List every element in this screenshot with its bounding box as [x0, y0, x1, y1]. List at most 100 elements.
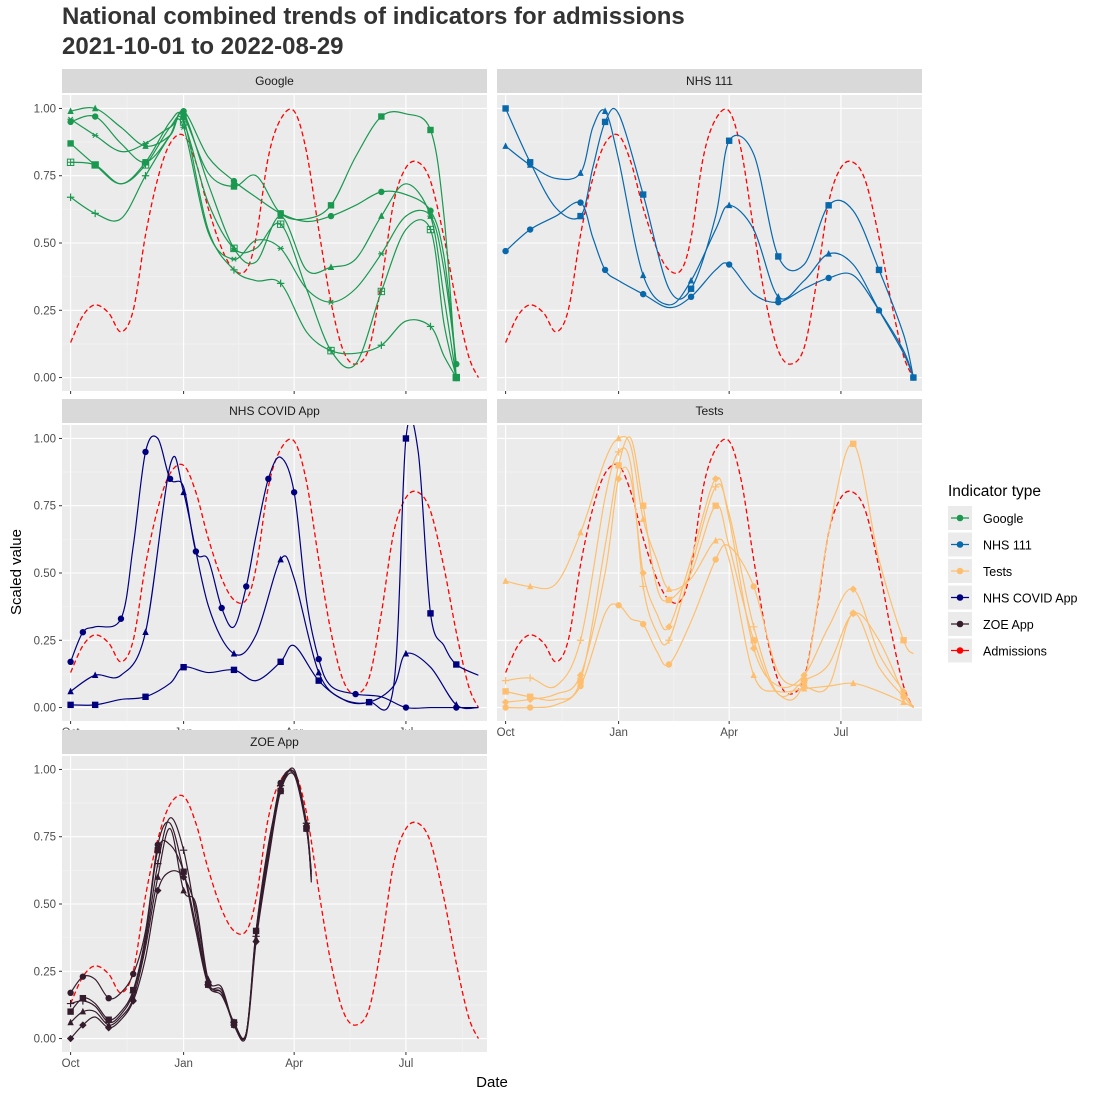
gridlines-nhs-covid-app [62, 425, 487, 721]
data-point-nhs-covid-app-1 [79, 629, 87, 636]
series-google-5 [66, 115, 460, 382]
legend-item-zoe-app: ZOE App [948, 612, 1034, 636]
strip-label-google: Google [255, 74, 294, 88]
data-point-nhs-covid-app-3 [230, 649, 238, 657]
data-point-nhs-111-3 [639, 271, 647, 279]
data-point-tests-5 [899, 687, 908, 696]
data-point-tests-1 [639, 620, 647, 628]
data-point-nhs-covid-app-2 [453, 661, 460, 668]
data-point-google-2 [230, 177, 238, 185]
data-point-nhs-covid-app-1 [290, 489, 298, 496]
series-line-tests-2 [505, 435, 914, 709]
data-point-tests-2 [750, 671, 757, 679]
series-line-tests-5 [505, 466, 914, 708]
data-point-nhs-covid-app-3 [453, 701, 460, 708]
y-tick-label: 0.75 [34, 832, 56, 844]
data-point-google-6 [327, 346, 335, 355]
facet-google: Google 0.00 0.25 0.50 0.75 1.00 [34, 69, 487, 394]
data-point-nhs-covid-app-1 [166, 475, 174, 483]
y-tick-label: 0.00 [34, 1034, 56, 1046]
data-point-zoe-app-2 [180, 868, 187, 875]
data-point-nhs-111-2 [775, 299, 782, 306]
data-point-tests-2 [639, 515, 647, 522]
legend-item-admissions: Admissions [948, 638, 1047, 663]
y-tick-label: 1.00 [34, 764, 56, 776]
y-tick-label: 0.25 [34, 305, 56, 317]
data-point-nhs-covid-app-2 [402, 435, 410, 442]
admissions-line-nhs-covid-app [70, 438, 479, 708]
admissions-line-nhs-111 [505, 108, 914, 378]
data-point-tests-1 [526, 704, 534, 711]
data-point-nhs-111-1 [775, 253, 782, 260]
series-tests-3 [502, 436, 914, 701]
data-point-tests-4 [501, 676, 510, 685]
data-point-tests-3 [639, 502, 647, 509]
legend-label: Tests [983, 565, 1012, 579]
data-point-tests-5 [639, 569, 647, 577]
facet-panels: Google 0.00 0.25 0.50 0.75 1.00 NHS 111 NHS COV… [34, 69, 922, 1070]
data-point-zoe-app-3 [79, 1007, 87, 1015]
x-tick-label: Oct [497, 727, 516, 739]
data-point-nhs-covid-app-2 [67, 701, 74, 709]
series-tests-2 [502, 434, 914, 709]
data-point-nhs-111-2 [601, 266, 609, 274]
series-line-nhs-111-1 [505, 108, 914, 378]
data-point-google-5 [230, 244, 238, 253]
series-nhs-111-3 [502, 107, 917, 381]
data-point-nhs-111-2 [687, 293, 695, 301]
data-point-nhs-111-3 [910, 373, 917, 381]
data-point-nhs-111-1 [502, 105, 509, 112]
data-point-google-4 [67, 116, 74, 122]
facet-nhs-111: NHS 111 [497, 69, 922, 394]
data-point-zoe-app-5 [66, 1034, 75, 1043]
data-point-zoe-app-1 [130, 970, 137, 978]
data-point-tests-5 [711, 475, 720, 483]
data-point-google-3 [67, 140, 74, 147]
gridlines-zoe-app [62, 756, 487, 1052]
data-point-google-2 [180, 107, 187, 115]
data-point-tests-4 [750, 623, 758, 631]
data-point-nhs-covid-app-3 [315, 668, 322, 676]
data-point-zoe-app-2 [67, 1008, 74, 1015]
data-point-nhs-covid-app-1 [117, 615, 125, 622]
data-point-google-6 [452, 373, 460, 382]
data-point-tests-1 [615, 602, 622, 609]
strip-nhs-111 [497, 69, 922, 93]
data-point-tests-3 [750, 637, 757, 644]
data-point-tests-2 [615, 434, 622, 442]
data-point-nhs-111-2 [526, 226, 534, 233]
y-tick-label: 0.00 [34, 703, 56, 715]
data-point-google-4 [327, 299, 335, 305]
strip-label-zoe-app: ZOE App [250, 735, 299, 749]
x-tick-label: Jul [834, 727, 849, 739]
series-line-tests-4 [505, 447, 914, 708]
data-point-tests-3 [615, 462, 622, 469]
data-point-nhs-111-1 [875, 266, 883, 274]
data-point-nhs-covid-app-2 [427, 610, 434, 617]
data-point-zoe-app-4 [154, 859, 162, 868]
data-point-nhs-111-3 [526, 161, 534, 168]
data-point-zoe-app-5 [276, 787, 285, 795]
data-point-nhs-111-1 [687, 285, 695, 292]
data-point-zoe-app-4 [79, 997, 87, 1005]
data-point-zoe-app-3 [154, 873, 162, 880]
series-nhs-111-2 [502, 199, 917, 381]
data-point-tests-5 [614, 475, 623, 483]
legend-item-tests: Tests [948, 559, 1012, 583]
data-point-google-2 [378, 188, 385, 196]
series-zoe-app-5 [66, 772, 312, 1043]
data-point-nhs-111-3 [775, 293, 782, 300]
series-google-6 [66, 113, 460, 382]
data-point-nhs-111-3 [601, 107, 609, 114]
data-point-google-6 [91, 209, 99, 218]
series-nhs-covid-app-1 [67, 435, 479, 711]
y-tick-label: 0.50 [34, 238, 56, 250]
x-tick-label: Apr [720, 727, 738, 739]
data-point-tests-5 [501, 698, 510, 706]
y-tick-label: 0.50 [34, 568, 56, 580]
data-point-google-6 [426, 322, 435, 331]
facet-tests: Tests Oct Jan Apr Jul [497, 399, 922, 739]
data-point-nhs-111-1 [577, 212, 584, 220]
data-point-nhs-111-1 [725, 137, 733, 144]
data-point-nhs-covid-app-1 [243, 583, 250, 590]
